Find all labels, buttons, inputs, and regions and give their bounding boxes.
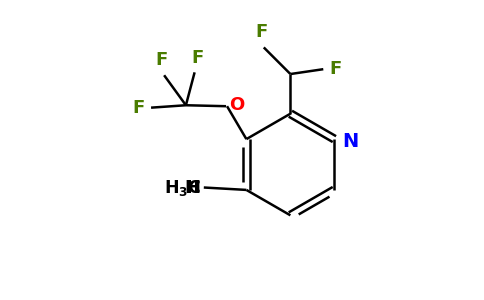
Text: F: F — [155, 51, 168, 69]
Text: H: H — [185, 178, 200, 196]
Text: O: O — [229, 96, 245, 114]
Text: F: F — [330, 60, 342, 78]
Text: F: F — [133, 99, 145, 117]
Text: F: F — [255, 23, 268, 41]
Text: $\mathregular{H_3C}$: $\mathregular{H_3C}$ — [164, 178, 201, 197]
Text: H: H — [184, 178, 199, 196]
Text: F: F — [191, 49, 203, 67]
Text: N: N — [343, 132, 359, 151]
